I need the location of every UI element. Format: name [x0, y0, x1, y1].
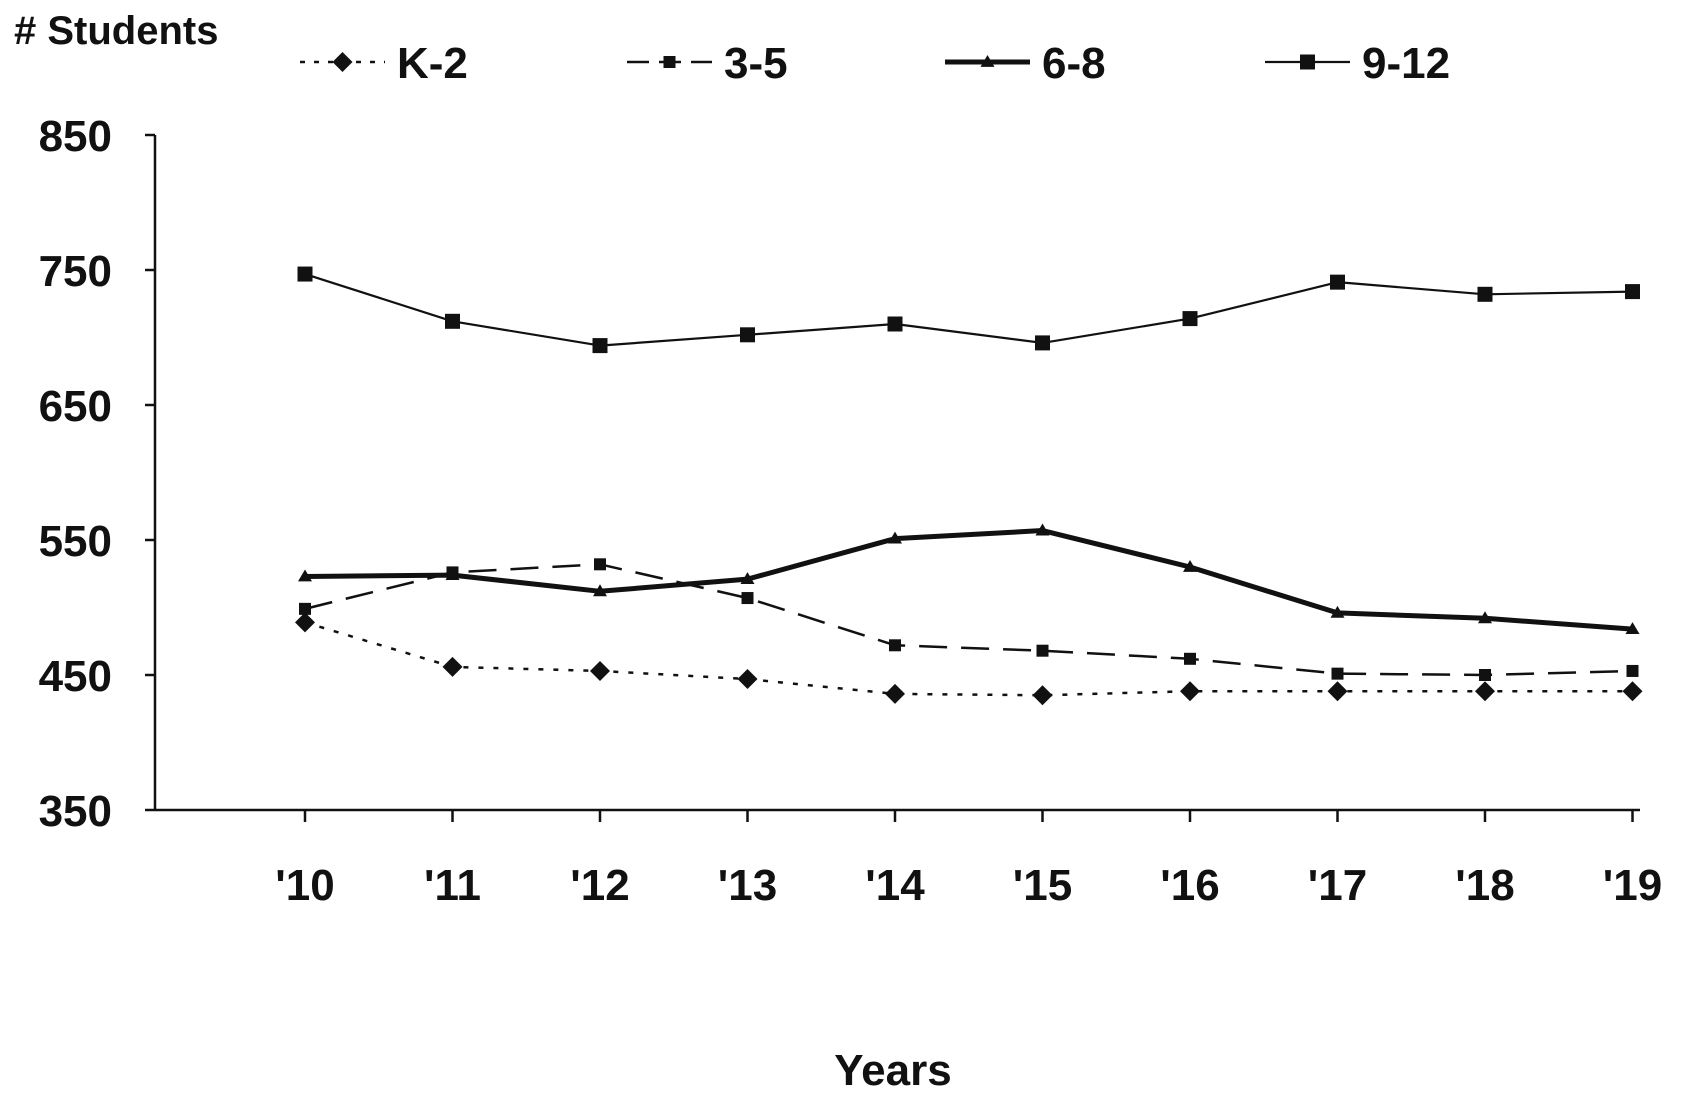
data-point-k-2	[1475, 681, 1495, 702]
data-point-9-12	[1330, 274, 1345, 290]
data-point-3-5	[594, 558, 606, 571]
data-point-9-12	[887, 316, 903, 332]
legend-label: K-2	[397, 39, 468, 88]
series-layer	[295, 266, 1643, 706]
data-point-9-12	[1625, 284, 1640, 300]
legend-swatch-marker	[980, 55, 995, 67]
legend-swatch-marker	[663, 56, 676, 68]
data-point-k-2	[442, 656, 463, 677]
data-point-9-12	[592, 338, 608, 354]
x-ticks: '10 '11 '12 '13 '14 '15 '16 '17 '18 '19	[275, 810, 1662, 910]
legend: K-2 3-5 6-8 9-12	[300, 39, 1450, 88]
series-line-9-12	[304, 273, 1633, 347]
series-line-6-8	[304, 528, 1633, 632]
data-point-9-12	[445, 313, 460, 329]
data-point-6-8	[888, 531, 902, 544]
data-point-k-2	[1622, 681, 1643, 702]
data-point-9-12	[1477, 286, 1493, 302]
legend-item-k-2: K-2	[300, 39, 468, 88]
y-tick-label: 850	[39, 112, 112, 161]
data-point-k-2	[885, 683, 905, 704]
data-point-9-12	[297, 266, 313, 282]
x-tick-label: '16	[1160, 861, 1219, 910]
x-tick-label: '12	[570, 861, 629, 910]
data-point-6-8	[1330, 605, 1345, 618]
legend-label: 6-8	[1042, 39, 1106, 88]
series-k-2	[295, 612, 1643, 706]
data-point-k-2	[295, 612, 315, 633]
x-axis-label: Years	[834, 1046, 951, 1093]
y-ticks: 350 450 550 650 750 850	[39, 112, 155, 836]
data-point-k-2	[590, 660, 610, 681]
legend-swatch-marker	[332, 52, 353, 72]
x-tick-label: '15	[1013, 861, 1072, 910]
y-tick-label: 650	[39, 382, 112, 431]
data-point-3-5	[1626, 664, 1639, 677]
x-tick-label: '19	[1603, 861, 1662, 910]
data-point-3-5	[889, 639, 901, 652]
series-9-12	[297, 266, 1640, 354]
x-tick-label: '14	[865, 861, 925, 910]
data-point-6-8	[298, 569, 312, 582]
data-point-3-5	[1184, 652, 1196, 665]
data-point-6-8	[740, 572, 755, 585]
data-point-3-5	[1331, 667, 1344, 680]
legend-item-6-8: 6-8	[945, 39, 1106, 88]
series-3-5	[299, 558, 1639, 681]
axes	[153, 135, 1640, 812]
y-axis-label: # Students	[14, 9, 218, 53]
data-point-3-5	[1479, 669, 1491, 681]
legend-swatch-marker	[1300, 54, 1315, 70]
legend-item-3-5: 3-5	[627, 39, 788, 88]
x-tick-label: '11	[424, 861, 481, 910]
x-tick-label: '10	[275, 861, 334, 910]
data-point-6-8	[445, 568, 460, 580]
data-point-9-12	[1182, 311, 1198, 327]
data-point-6-8	[593, 584, 607, 597]
y-tick-label: 350	[39, 787, 112, 836]
legend-item-9-12: 9-12	[1265, 39, 1450, 88]
data-point-6-8	[1035, 523, 1050, 536]
x-tick-label: '18	[1455, 861, 1514, 910]
data-point-k-2	[1032, 685, 1053, 706]
data-point-3-5	[741, 592, 754, 605]
data-point-9-12	[740, 327, 755, 343]
data-point-9-12	[1035, 335, 1050, 351]
data-point-6-8	[1478, 611, 1492, 624]
data-point-3-5	[299, 602, 311, 615]
data-point-6-8	[1183, 560, 1197, 572]
series-line-k-2	[304, 621, 1633, 697]
y-tick-label: 750	[39, 247, 112, 296]
data-point-k-2	[1180, 681, 1200, 702]
data-point-k-2	[1327, 681, 1348, 702]
series-6-8	[298, 523, 1640, 634]
x-tick-label: '13	[718, 861, 777, 910]
series-line-3-5	[304, 563, 1633, 677]
legend-label: 9-12	[1362, 39, 1450, 88]
data-point-k-2	[737, 669, 758, 690]
legend-label: 3-5	[724, 39, 788, 88]
y-tick-label: 450	[39, 652, 112, 701]
data-point-6-8	[1625, 622, 1640, 634]
data-point-3-5	[1036, 644, 1049, 657]
x-tick-label: '17	[1308, 861, 1367, 910]
y-tick-label: 550	[39, 517, 112, 566]
